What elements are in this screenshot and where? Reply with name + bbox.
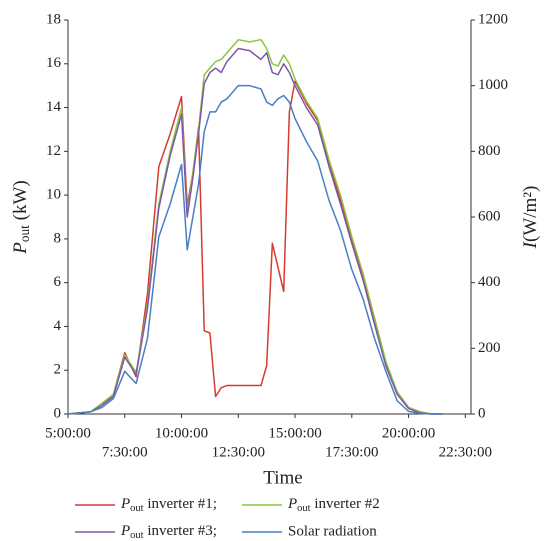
y2-tick-label: 800 — [478, 143, 501, 159]
y2-tick-label: 1200 — [478, 11, 508, 27]
y-tick-label: 16 — [46, 55, 62, 71]
x-axis-label: Time — [263, 467, 302, 488]
legend-label: Pout inverter #1; — [120, 496, 217, 514]
y-tick-label: 18 — [46, 11, 61, 27]
y-tick-label: 12 — [46, 143, 61, 159]
y-tick-label: 14 — [46, 99, 62, 115]
y-tick-label: 2 — [54, 362, 62, 378]
legend-label: Solar radiation — [288, 523, 377, 539]
series-line — [67, 84, 443, 415]
x-tick-label: 22:30:00 — [439, 444, 492, 460]
y-tick-label: 8 — [54, 230, 62, 246]
y2-tick-label: 400 — [478, 274, 501, 290]
y-tick-label: 6 — [54, 274, 62, 290]
x-tick-label: 12:30:00 — [212, 444, 265, 460]
y2-tick-label: 600 — [478, 208, 501, 224]
x-tick-label: 7:30:00 — [102, 444, 148, 460]
y-axis-label: Pout (kW) — [10, 180, 32, 254]
x-tick-label: 17:30:00 — [325, 444, 378, 460]
x-tick-label: 15:00:00 — [268, 425, 321, 441]
y2-tick-label: 1000 — [478, 77, 508, 93]
y2-tick-label: 200 — [478, 340, 501, 356]
series-line — [67, 47, 443, 415]
y-tick-label: 4 — [54, 318, 62, 334]
x-tick-label: 20:00:00 — [382, 425, 435, 441]
y-tick-label: 10 — [46, 187, 61, 203]
y2-axis-label: I(W/m²) — [520, 186, 541, 250]
legend-label: Pout inverter #3; — [120, 523, 217, 541]
legend-label: Pout inverter #2 — [287, 496, 380, 514]
y-tick-label: 0 — [54, 405, 62, 421]
x-tick-label: 5:00:00 — [45, 425, 91, 441]
y2-tick-label: 0 — [478, 405, 486, 421]
x-tick-label: 10:00:00 — [155, 425, 208, 441]
